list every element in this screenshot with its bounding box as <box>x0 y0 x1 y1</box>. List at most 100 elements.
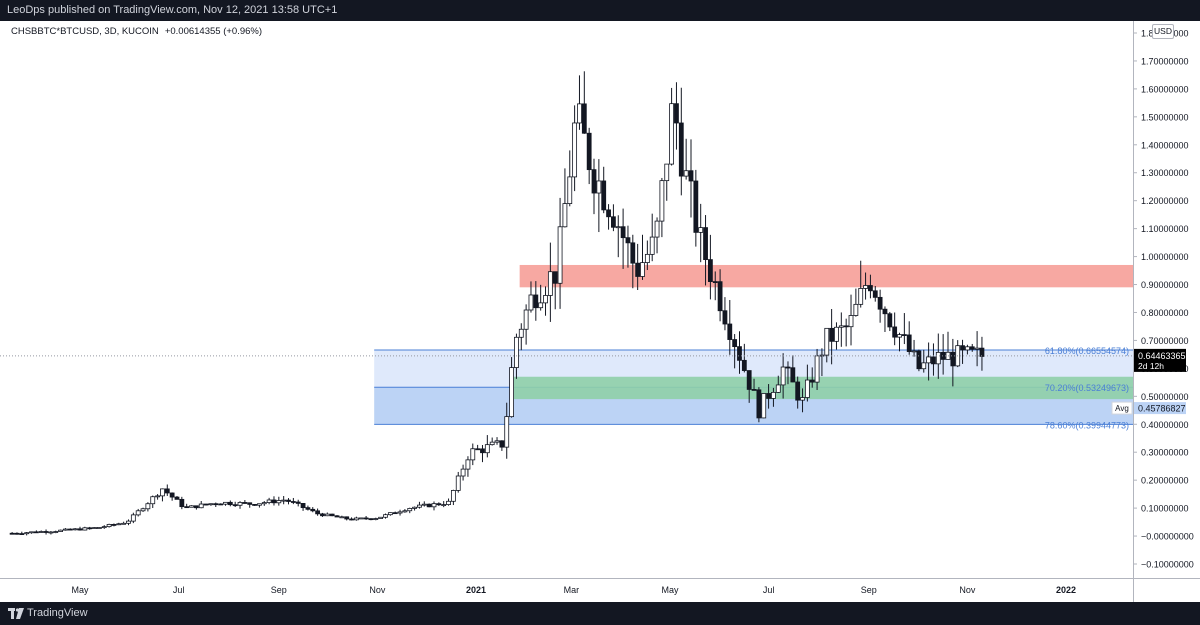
candle <box>872 286 878 302</box>
candle-body <box>227 501 233 506</box>
y-tick-label: 1.30000000 <box>1141 168 1189 178</box>
x-tick-label: Nov <box>959 585 976 595</box>
candle-body <box>63 528 68 531</box>
candle-body <box>882 308 888 315</box>
candle-body <box>606 209 611 218</box>
candle <box>53 530 59 534</box>
candle-body <box>523 309 529 330</box>
candle-body <box>761 393 767 419</box>
candle-body <box>834 326 839 342</box>
candle-body <box>193 505 199 509</box>
candle-body <box>935 352 941 365</box>
candle-body <box>14 532 20 535</box>
candle <box>969 343 975 352</box>
candle <box>640 234 645 280</box>
candle <box>664 163 670 201</box>
candle-body <box>475 448 481 451</box>
candle <box>349 517 354 521</box>
time-axis[interactable]: May Jul Sep Nov 2021 Mar May Jul Sep Nov 2022 <box>0 578 1200 596</box>
candle <box>24 532 30 536</box>
candle <box>775 375 781 393</box>
candle-body <box>358 517 364 520</box>
price-axis[interactable]: 1.800000001.700000001.600000001.50000000… <box>1111 21 1194 602</box>
price-chart[interactable]: 61.80%(0.66554574) 70.20%(0.53249673) 78.6… <box>0 21 1200 602</box>
candle <box>465 456 471 477</box>
candle-body <box>722 310 728 325</box>
candle <box>630 234 636 289</box>
candle-body <box>674 103 679 124</box>
candlestick-series <box>9 71 985 536</box>
fib-level-label: 78.60%(0.39944773) <box>1045 420 1129 430</box>
fib-level-label: 70.20%(0.53249673) <box>1045 383 1129 393</box>
candle-body <box>974 347 980 350</box>
candle <box>43 529 49 535</box>
candle-body <box>703 227 708 261</box>
candle <box>945 331 951 360</box>
candle <box>480 445 485 463</box>
candle <box>320 512 325 517</box>
candle-body <box>271 499 277 504</box>
candle-body <box>688 170 694 182</box>
candle-body <box>732 339 738 348</box>
current-price-value: 0.64463365 <box>1138 351 1186 361</box>
candle <box>785 361 791 385</box>
candle-body <box>649 236 655 255</box>
candle <box>761 393 767 419</box>
candle <box>848 294 854 346</box>
candle <box>334 515 340 518</box>
currency-button[interactable]: USD <box>1152 24 1174 39</box>
candle-body <box>77 528 83 531</box>
x-tick-label: 2021 <box>466 585 486 595</box>
candle-body <box>421 503 427 506</box>
candle-body <box>436 503 442 506</box>
candle-body <box>969 346 975 350</box>
candle-body <box>290 501 296 503</box>
candle-body <box>135 510 141 516</box>
candle <box>290 497 296 505</box>
candle <box>276 496 282 506</box>
candle <box>581 71 587 134</box>
chart-overlay: 61.80%(0.66554574) 70.20%(0.53249673) 78.6… <box>0 346 1133 430</box>
candle-body <box>9 532 15 535</box>
candle <box>601 166 607 214</box>
candle <box>693 169 699 247</box>
candle <box>77 526 83 531</box>
candle-body <box>48 531 54 534</box>
candle-body <box>441 504 447 506</box>
candle <box>926 342 932 381</box>
candle-body <box>189 505 194 508</box>
candle-body <box>24 532 30 535</box>
candle-body <box>72 528 78 531</box>
candle <box>324 512 330 517</box>
candle <box>606 204 611 230</box>
candle <box>373 517 379 521</box>
candle-body <box>552 271 558 284</box>
candle-body <box>916 350 922 370</box>
candle-body <box>33 531 39 534</box>
candle <box>223 501 228 506</box>
candle <box>33 530 39 534</box>
candle <box>921 349 927 373</box>
candle-body <box>664 163 670 182</box>
price-change: +0.00614355 (+0.96%) <box>164 26 263 37</box>
candle <box>130 512 136 524</box>
candle <box>965 344 970 355</box>
candle <box>421 501 427 507</box>
candle <box>87 526 93 530</box>
candle <box>960 339 965 364</box>
candle-body <box>877 296 883 310</box>
candle-body <box>276 500 282 504</box>
candle-body <box>480 448 485 454</box>
candle <box>688 139 694 218</box>
symbol-name[interactable]: CHSBBTC*BTCUSD, 3D, KUCOIN <box>11 26 159 37</box>
candle <box>392 511 398 515</box>
candle <box>494 437 500 445</box>
candle-body <box>155 495 160 498</box>
y-tick-label: 0.80000000 <box>1141 308 1189 318</box>
candle <box>358 517 364 520</box>
candle <box>29 531 34 534</box>
candle-body <box>121 522 127 525</box>
fib-level-label: 61.80%(0.66554574) <box>1045 346 1129 356</box>
candle <box>877 289 883 323</box>
candle <box>412 506 417 511</box>
